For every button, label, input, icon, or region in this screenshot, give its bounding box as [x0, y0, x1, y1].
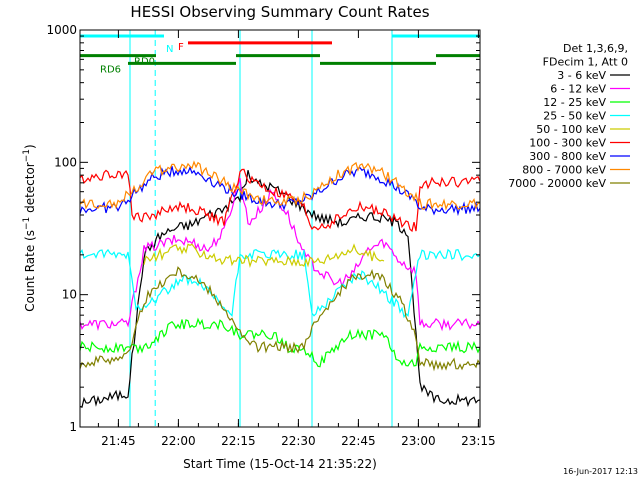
x-tick-label: 23:15 — [461, 434, 496, 448]
y-axis-ticks: 1 10 100 1000 — [46, 23, 480, 434]
x-axis-label: Start Time (15-Oct-14 21:35:22) — [183, 457, 377, 471]
y-tick-label: 1000 — [46, 23, 77, 37]
legend-header: Det 1,3,6,9, — [563, 42, 628, 55]
x-tick-label: 21:45 — [101, 434, 136, 448]
plot-frame — [79, 29, 481, 428]
chart-title: HESSI Observing Summary Count Rates — [130, 3, 429, 21]
legend-item-label: 50 - 100 keV — [536, 123, 606, 136]
vertical-markers — [79, 30, 481, 427]
y-tick-label: 100 — [54, 155, 77, 169]
series-line — [143, 243, 385, 269]
legend-item-label: 25 - 50 keV — [543, 110, 606, 123]
legend-item-label: 12 - 25 keV — [543, 96, 606, 109]
series-line — [79, 248, 481, 319]
legend-item-label: 100 - 300 keV — [529, 137, 606, 150]
x-tick-label: 22:30 — [281, 434, 316, 448]
legend-item-label: 300 - 800 keV — [529, 150, 606, 163]
y-tick-label: 1 — [69, 420, 77, 434]
x-axis-ticks: 21:45 22:00 22:15 22:30 22:45 23:00 23:15 — [97, 30, 496, 448]
annotation-rd0: RD0 — [134, 56, 155, 67]
x-tick-label: 22:15 — [221, 434, 256, 448]
series-lines — [79, 160, 481, 408]
annotation-labels: N F RD0 RD6 — [100, 42, 184, 76]
annotation-n: N — [166, 44, 173, 55]
legend-header: FDecim 1, Att 0 — [543, 56, 628, 69]
series-line — [79, 266, 481, 372]
legend-item-label: 6 - 12 keV — [550, 83, 606, 96]
series-line — [79, 317, 481, 368]
series-line — [79, 160, 481, 211]
y-axis-label: Count Rate (s−1 detector−1) — [22, 144, 37, 311]
x-tick-label: 22:00 — [161, 434, 196, 448]
legend-item-label: 7000 - 20000 keV — [508, 177, 606, 190]
timestamp: 16-Jun-2017 12:13 — [563, 467, 638, 476]
legend-item-label: 3 - 6 keV — [557, 69, 606, 82]
x-tick-label: 23:00 — [401, 434, 436, 448]
x-tick-label: 22:45 — [341, 434, 376, 448]
annotation-rd6: RD6 — [100, 65, 121, 76]
series-line — [79, 168, 481, 233]
y-tick-label: 10 — [62, 288, 77, 302]
annotation-f: F — [178, 42, 184, 53]
status-bars — [80, 34, 480, 65]
legend-item-label: 800 - 7000 keV — [522, 164, 606, 177]
